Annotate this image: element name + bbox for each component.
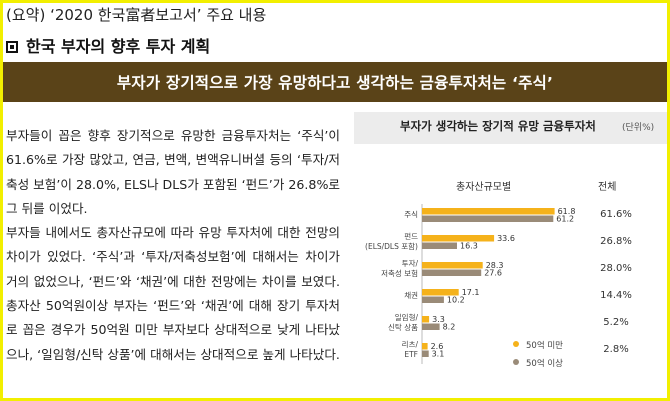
headline-banner: 부자가 장기적으로 가장 유망하다고 생각하는 금융투자처는 ‘주식’ xyxy=(3,62,667,102)
bar-value-label: 28.3 xyxy=(486,261,504,270)
section-heading: 한국 부자의 향후 투자 계획 xyxy=(6,33,210,57)
bar-under50 xyxy=(422,208,555,215)
legend-dot-under50 xyxy=(513,341,519,347)
paragraph-2: 부자들 내에서도 총자산규모에 따라 유망 투자처에 대한 전망의 차이가 있었… xyxy=(6,225,340,362)
paragraph-1: 부자들이 꼽은 향후 장기적으로 유망한 금융투자처는 ‘주식’이 61.6%로… xyxy=(6,128,340,216)
bar-over50 xyxy=(422,350,429,357)
section-title: 한국 부자의 향후 투자 계획 xyxy=(26,37,211,56)
total-value: 26.8% xyxy=(600,236,632,247)
bar-over50 xyxy=(422,269,482,276)
legend-dot-over50 xyxy=(513,359,519,365)
category-label-line: (ELS/DLS 포함) xyxy=(365,242,418,251)
bar-under50 xyxy=(422,316,430,323)
category-label: 일임형/신탁 상품 xyxy=(358,313,418,333)
bar-value-label: 61.2 xyxy=(556,215,574,224)
category-label-line: 채권 xyxy=(404,291,418,300)
total-value: 5.2% xyxy=(603,317,629,328)
bar-value-label: 2.6 xyxy=(431,342,444,351)
bar-value-label: 27.6 xyxy=(484,269,502,278)
banner-text: 부자가 장기적으로 가장 유망하다고 생각하는 금융투자처는 ‘주식’ xyxy=(116,74,554,92)
category-label: 리츠/ETF xyxy=(358,340,418,360)
bar-under50 xyxy=(422,235,495,242)
bar-over50 xyxy=(422,242,457,249)
category-label-line: 투자/ xyxy=(401,259,418,268)
category-label: 펀드 (ELS/DLS 포함) xyxy=(358,232,418,252)
square-bullet-icon xyxy=(6,41,18,53)
total-value: 61.6% xyxy=(600,209,632,220)
category-label-line: 주식 xyxy=(404,210,418,219)
total-column-header: 전체 xyxy=(598,182,617,193)
bar-value-label: 16.3 xyxy=(460,242,478,251)
total-value: 28.0% xyxy=(600,263,632,274)
category-label-line: 저축성 보험 xyxy=(381,269,418,278)
category-label: 채권 xyxy=(358,291,418,301)
body-text: 부자들이 꼽은 향후 장기적으로 유망한 금융투자처는 ‘주식’이 61.6%로… xyxy=(6,124,340,367)
legend-item-over50: 50억 이상 xyxy=(513,357,563,369)
bar-value-label: 8.2 xyxy=(443,323,456,332)
category-label: 주식 xyxy=(358,210,418,220)
bar-value-label: 17.1 xyxy=(462,288,480,297)
category-label-line: 리츠/ xyxy=(401,340,418,349)
summary-line: (요약) ‘2020 한국富者보고서’ 주요 내용 xyxy=(6,6,267,24)
total-value: 2.8% xyxy=(603,344,629,355)
bar-value-label: 10.2 xyxy=(447,296,465,305)
bar-value-label: 3.3 xyxy=(432,315,445,324)
category-label-line: 신탁 상품 xyxy=(388,323,418,332)
legend-item-under50: 50억 미만 xyxy=(513,339,563,351)
bar-under50 xyxy=(422,343,428,350)
category-label-line: ETF xyxy=(404,350,418,359)
chart-title: 부자가 생각하는 장기적 유망 금융투자처 xyxy=(400,119,596,133)
category-label: 투자/저축성 보험 xyxy=(358,259,418,279)
bar-value-label: 3.1 xyxy=(432,350,445,359)
total-value: 14.4% xyxy=(600,290,632,301)
bar-value-label: 61.8 xyxy=(558,207,576,216)
chart-subtitle: 총자산규모별 xyxy=(456,182,512,193)
bar-under50 xyxy=(422,289,459,296)
legend-label-over50: 50억 이상 xyxy=(526,359,563,369)
category-label-line: 펀드 xyxy=(404,232,418,241)
bar-under50 xyxy=(422,262,483,269)
chart-header-bar xyxy=(354,112,667,144)
chart-unit: (단위%) xyxy=(622,123,655,133)
bar-value-label: 33.6 xyxy=(497,234,515,243)
category-label-line: 일임형/ xyxy=(394,313,418,322)
bar-over50 xyxy=(422,296,444,303)
bar-over50 xyxy=(422,323,440,330)
bar-over50 xyxy=(422,215,554,222)
legend-label-under50: 50억 미만 xyxy=(526,341,563,351)
